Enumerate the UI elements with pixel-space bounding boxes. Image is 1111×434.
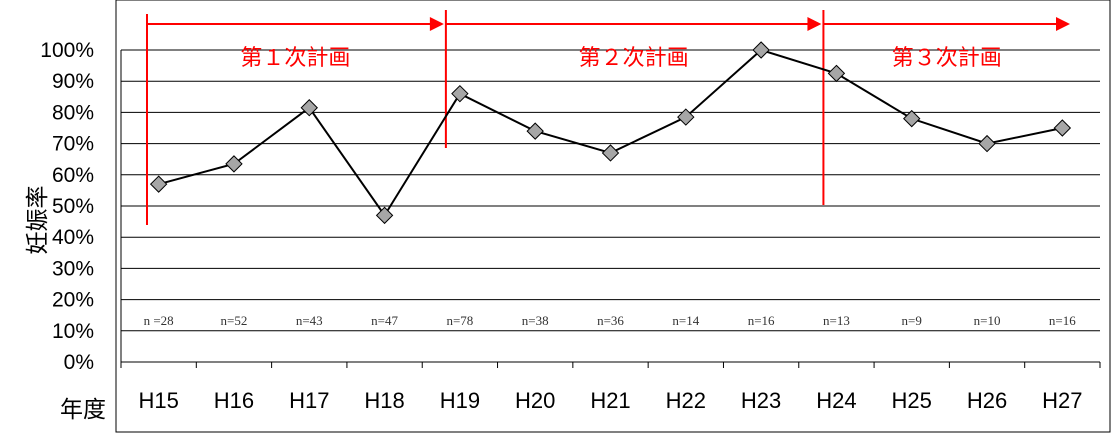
x-tick-label: H18 <box>364 388 404 413</box>
n-label: n=36 <box>597 313 624 328</box>
x-tick-label: H27 <box>1042 388 1082 413</box>
y-tick-label: 0% <box>64 351 94 374</box>
n-label: n=78 <box>446 313 473 328</box>
data-point <box>827 64 846 83</box>
x-tick-label: H17 <box>289 388 329 413</box>
plan-arrow-head <box>807 17 822 31</box>
n-label: n=16 <box>1049 313 1076 328</box>
chart-frame <box>115 0 1111 433</box>
gridlines <box>121 49 1100 332</box>
plan-label: 第１次計画 <box>240 46 350 71</box>
data-point <box>1053 119 1072 137</box>
y-tick-label: 70% <box>52 133 94 156</box>
x-axis-title: 年度 <box>60 397 106 423</box>
data-point <box>451 84 469 103</box>
y-tick-label: 60% <box>52 164 94 187</box>
n-label: n=47 <box>371 313 398 328</box>
n-label: n=52 <box>221 313 248 328</box>
x-tick-label: H22 <box>666 388 706 413</box>
y-axis-title: 妊娠率 <box>25 186 51 255</box>
y-tick-label: 30% <box>52 257 94 280</box>
y-tick-label: 90% <box>52 70 94 93</box>
plan-label: 第３次計画 <box>892 46 1002 71</box>
data-point <box>526 122 544 140</box>
data-point <box>903 109 921 128</box>
data-point <box>375 206 394 225</box>
n-label: n=13 <box>823 313 850 328</box>
data-point <box>149 175 168 193</box>
n-label: n=16 <box>748 313 775 328</box>
n-label: n=38 <box>522 313 549 328</box>
x-tick-label: H21 <box>590 388 630 413</box>
plan-arrow-head <box>1056 17 1070 31</box>
y-tick-label: 50% <box>52 195 94 218</box>
plan-label: 第２次計画 <box>579 46 689 71</box>
y-tick-label: 80% <box>52 101 94 124</box>
x-tick-labels: H15 H16 H17 H18 H19 H20 H21 H22 H23 H24 H25 H26 H27 <box>138 388 1082 413</box>
n-label: n=9 <box>902 313 922 328</box>
y-tick-labels: 0% 10% 20% 30% 40% 50% 60% 70% 80% 90% 100% <box>40 39 94 374</box>
data-point <box>752 41 770 59</box>
y-tick-label: 40% <box>52 226 94 249</box>
x-tick-label: H15 <box>138 388 178 413</box>
x-tick-label: H20 <box>515 388 555 413</box>
data-point <box>601 144 620 162</box>
x-tick-label: H16 <box>214 388 254 413</box>
data-point <box>978 134 996 153</box>
plan-annotations: 第１次計画 第２次計画 第３次計画 <box>146 10 1070 225</box>
x-tick-label: H26 <box>967 388 1007 413</box>
x-tick-label: H24 <box>816 388 856 413</box>
y-tick-label: 20% <box>52 289 94 312</box>
y-tick-label: 100% <box>40 39 94 62</box>
x-tick-label: H19 <box>440 388 480 413</box>
data-point <box>677 108 695 126</box>
n-label: n =28 <box>144 313 174 328</box>
x-tick-label: H23 <box>741 388 781 413</box>
x-tick-label: H25 <box>892 388 932 413</box>
data-point <box>225 155 243 173</box>
series-line <box>149 41 1072 225</box>
plan-arrow-head <box>429 17 444 31</box>
axes <box>120 50 1101 368</box>
n-label: n=14 <box>672 313 699 328</box>
y-tick-label: 10% <box>52 320 94 343</box>
n-label: n=10 <box>974 313 1001 328</box>
sample-size-labels: n =28 n=52 n=43 n=47 n=78 n=38 n=36 n=14 n=16 n=1… <box>144 313 1077 328</box>
data-point <box>300 99 318 117</box>
n-label: n=43 <box>296 313 323 328</box>
